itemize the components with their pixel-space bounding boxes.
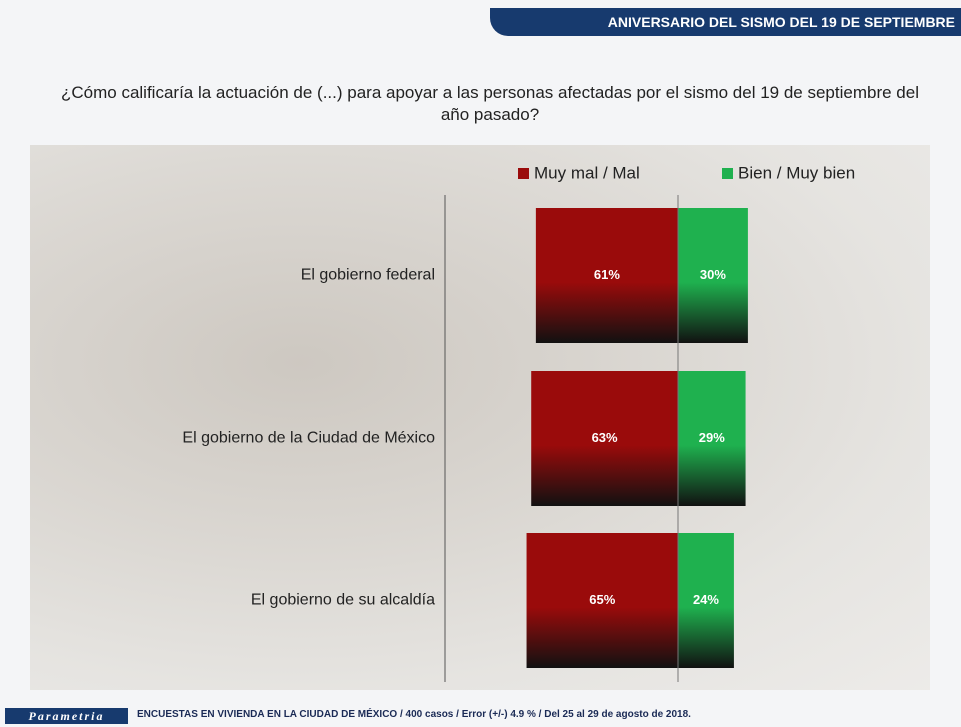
- footer: Parametria ENCUESTAS EN VIVIENDA EN LA C…: [0, 706, 961, 727]
- category-label: El gobierno federal: [301, 267, 435, 284]
- bar: [678, 371, 746, 506]
- footer-note: ENCUESTAS EN VIVIENDA EN LA CIUDAD DE MÉ…: [137, 709, 691, 720]
- value-label: 30%: [700, 267, 726, 282]
- value-label: 24%: [693, 592, 719, 607]
- header-banner: ANIVERSARIO DEL SISMO DEL 19 DE SEPTIEMB…: [490, 8, 961, 36]
- chart-title: ¿Cómo calificaría la actuación de (...) …: [60, 83, 919, 124]
- value-label: 65%: [589, 592, 615, 607]
- chart: Muy mal / Mal Bien / Muy bien El gobierno …: [182, 163, 855, 682]
- background-photo: [30, 145, 930, 690]
- legend-swatch: [518, 168, 529, 179]
- bar: [535, 208, 678, 343]
- category-label: El gobierno de su alcaldía: [251, 592, 435, 609]
- bar: [526, 533, 678, 668]
- value-label: 63%: [592, 430, 618, 445]
- value-label: 61%: [594, 267, 620, 282]
- category-label: El gobierno de la Ciudad de México: [182, 430, 435, 447]
- bar: [678, 533, 734, 668]
- legend-swatch: [722, 168, 733, 179]
- legend-label: Bien / Muy bien: [738, 163, 855, 182]
- bar: [678, 208, 748, 343]
- bar: [531, 371, 678, 506]
- legend-label: Muy mal / Mal: [534, 163, 640, 182]
- logo: Parametria: [5, 708, 128, 724]
- value-label: 29%: [699, 430, 725, 445]
